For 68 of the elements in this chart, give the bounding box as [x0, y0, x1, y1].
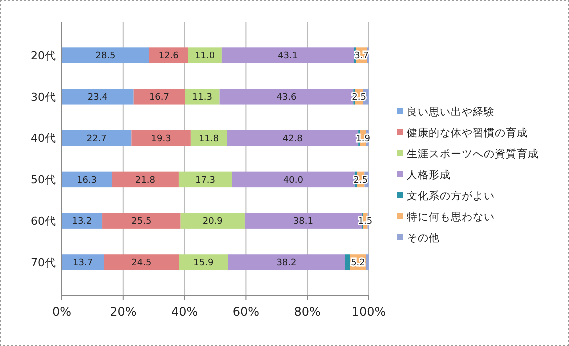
legend-label: 特に何も思わない	[407, 212, 495, 224]
legend-label: 生涯スポーツへの資質育成	[407, 148, 539, 161]
bar	[232, 172, 355, 188]
bar	[62, 130, 132, 146]
data-label: 13.2	[72, 217, 92, 228]
x-tick-label: 60%	[232, 305, 260, 319]
bar	[134, 89, 186, 105]
data-label: 16.7	[149, 93, 170, 104]
bar	[62, 172, 112, 188]
data-label: 11.0	[195, 52, 216, 62]
legend-label: 人格形成	[407, 168, 451, 182]
data-label: 20.9	[202, 217, 224, 228]
bar	[102, 213, 181, 229]
x-tick-label: 100%	[352, 305, 386, 319]
bar	[149, 48, 188, 64]
bar	[227, 130, 359, 146]
data-label: 22.7	[86, 134, 107, 144]
data-label: 17.3	[196, 176, 216, 186]
bar	[188, 48, 222, 64]
data-label: 11.3	[192, 93, 212, 104]
data-label: 19.3	[151, 134, 172, 144]
data-label: 24.5	[132, 258, 152, 269]
data-label: 23.4	[88, 93, 108, 104]
data-label: 5.2	[351, 258, 366, 269]
y-tick-label: 20代	[31, 49, 56, 62]
bar	[62, 213, 103, 229]
y-tick-label: 30代	[31, 90, 56, 104]
x-tick-label: 80%	[294, 305, 321, 319]
data-label: 38.2	[276, 258, 297, 269]
y-tick-label: 60代	[31, 214, 56, 228]
data-label: 21.8	[135, 176, 156, 186]
bar	[179, 254, 228, 270]
data-label: 42.8	[282, 134, 304, 144]
bar	[62, 89, 134, 105]
data-label: 25.5	[132, 217, 152, 228]
x-tick-label: 20%	[110, 305, 137, 319]
bar	[228, 254, 346, 270]
legend-label: 良い思い出や経験	[407, 106, 495, 119]
data-label: 40.0	[283, 176, 304, 186]
bar	[366, 254, 369, 270]
legend-label: 文化系の方がよい	[407, 190, 495, 203]
data-label: 13.7	[73, 258, 94, 269]
y-tick-label: 50代	[31, 174, 56, 187]
bar	[62, 48, 150, 64]
bar	[178, 172, 232, 188]
data-label: 43.1	[278, 52, 298, 62]
bar	[180, 213, 245, 229]
data-label: 15.9	[194, 258, 214, 269]
y-tick-label: 70代	[31, 256, 56, 270]
bar	[185, 89, 220, 105]
bar	[104, 254, 180, 270]
bar	[220, 89, 354, 105]
data-label: 38.1	[293, 217, 314, 228]
data-label: 16.3	[76, 176, 98, 186]
data-label: 12.6	[158, 52, 180, 62]
x-tick-label: 40%	[171, 305, 198, 319]
legend-label: 健康的な体や習慣の育成	[407, 126, 528, 140]
data-label: 43.6	[276, 93, 298, 104]
legend-label: その他	[407, 232, 440, 245]
bar	[132, 130, 191, 146]
data-label: 28.5	[96, 52, 116, 62]
x-tick-label: 0%	[52, 305, 72, 319]
data-label: 11.8	[199, 134, 220, 144]
bar	[112, 172, 179, 188]
bar	[222, 48, 354, 64]
bar	[345, 254, 350, 270]
bar	[62, 254, 104, 270]
y-tick-label: 40代	[31, 132, 56, 146]
